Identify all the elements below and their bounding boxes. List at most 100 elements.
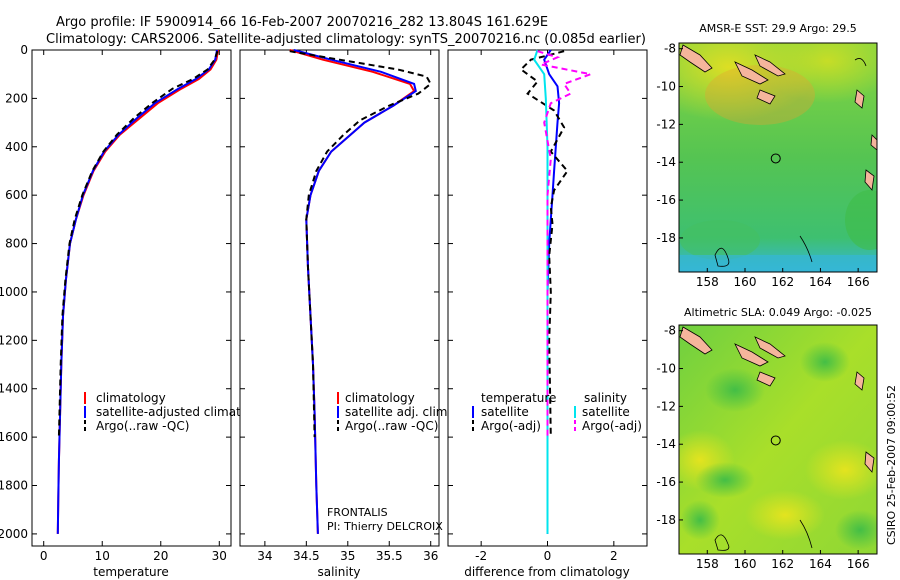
y-tick-label: 800 [5,237,28,251]
map-y-tick-label: -14 [656,437,676,451]
sla-map-ticks: 158 160 162 164 166 -8 -10 -12 -14 -16 -18 [656,324,869,571]
sst-map-frame [678,42,878,273]
difference-ticks: -2 0 2 [448,49,647,563]
difference-legend: temperature salinity satellite Argo(-adj… [472,391,642,433]
map-y-tick-label: -14 [656,155,676,169]
island-shape [864,169,875,191]
x-tick-label: 2 [610,549,618,563]
map-y-tick-label: -12 [656,399,676,413]
map-x-tick-label: 164 [809,557,832,571]
series-line-salinity-satellite [533,49,549,534]
y-tick-label: 0 [20,43,28,57]
map-x-tick-label: 166 [847,275,870,289]
y-tick-label: 200 [5,91,28,105]
map-y-tick-label: -16 [656,193,676,207]
y-tick-label: 1400 [0,382,28,396]
sst-map-field [679,43,877,272]
difference-panel: -2 0 2 difference from climatology tempera… [447,49,648,579]
island-shape [734,343,769,367]
series-line-temperature-argo-adj- [519,50,569,438]
contour-line [854,58,867,67]
frontalis-label: FRONTALIS [327,506,388,519]
island-shape [854,371,865,391]
legend-label-sal-argo: Argo(-adj) [582,419,642,433]
legend-label-sal-satellite: satellite [582,405,630,419]
map-x-tick-label: 158 [696,557,719,571]
salinity-xlabel: salinity [317,565,360,579]
map-x-tick-label: 166 [847,557,870,571]
y-tick-label: 2000 [0,527,28,541]
series-line-satellite-adj-clim- [293,49,417,534]
x-tick-label: 10 [95,549,110,563]
x-tick-label: 20 [153,549,168,563]
legend-title-salinity: salinity [584,391,627,405]
map-x-tick-label: 162 [771,557,794,571]
x-tick-label: 30 [212,549,227,563]
contour-line [799,235,813,263]
temperature-xlabel: temperature [93,565,168,579]
legend-label-temp-argo: Argo(-adj) [481,419,541,433]
legend-label-argo: Argo(..raw -QC) [96,419,189,433]
legend-title-temperature: temperature [481,391,556,405]
legend-label-satellite-adj: satellite adj. clim. [345,405,451,419]
map-y-tick-label: -18 [656,513,676,527]
legend-label-satellite-adjusted: satellite-adjusted climatology [96,405,274,419]
title-line-1: Argo profile: IF 5900914_66 16-Feb-2007 … [56,15,548,30]
temperature-lines [56,49,220,534]
title-line-2: Climatology: CARS2006. Satellite-adjuste… [46,32,646,47]
island-shape [734,61,769,85]
map-x-tick-label: 162 [771,275,794,289]
contour-line [714,534,730,551]
sst-map-ticks: 158 160 162 164 166 -8 -10 -12 -14 -16 -18 [656,42,869,289]
difference-lines [519,49,595,534]
salinity-panel: 34 34.5 35 35.5 36 salinity climatology sate… [239,49,451,579]
island-shape [864,451,875,473]
salinity-axes-frame [239,49,440,547]
y-tick-label: 600 [5,188,28,202]
sla-map-field [679,325,877,554]
temperature-panel: 0 10 20 30 0 200 400 600 800 1000 1200 1400 1600 1800… [0,43,274,579]
sla-map-frame [678,324,878,555]
island-shape [756,89,776,105]
island-shape [756,371,776,387]
sla-map-panel: Altimetric SLA: 0.049 Argo: -0.025 158 16… [656,306,878,571]
legend-label-climatology: climatology [345,391,415,405]
temperature-legend: climatology satellite-adjusted climatolo… [84,391,274,433]
x-tick-label: 34.5 [293,549,320,563]
legend-label-temp-satellite: satellite [481,405,529,419]
csiro-timestamp: CSIRO 25-Feb-2007 09:00:52 [885,385,898,545]
island-shape [679,44,713,73]
legend-label-argo: Argo(..raw -QC) [345,419,438,433]
y-tick-label: 1200 [0,333,28,347]
y-tick-label: 1000 [0,285,28,299]
x-tick-label: 0 [544,549,552,563]
series-line-salinity-argo-adj- [537,50,595,438]
island-shape [870,134,877,151]
map-x-tick-label: 160 [734,557,757,571]
pi-label: PI: Thierry DELCROIX [327,520,443,533]
island-shape [679,326,713,355]
salinity-ticks: 34 34.5 35 35.5 36 [240,49,439,563]
map-y-tick-label: -16 [656,475,676,489]
salinity-legend: climatology satellite adj. clim. Argo(..… [337,391,451,433]
y-tick-label: 1600 [0,430,28,444]
x-tick-label: -2 [475,549,487,563]
argo-float-marker [770,153,781,164]
island-shape [754,336,786,359]
y-tick-label: 400 [5,140,28,154]
contour-line [714,247,730,267]
map-y-tick-label: -8 [664,42,676,56]
x-tick-label: 35 [340,549,355,563]
temperature-ticks: 0 10 20 30 0 200 400 600 800 1000 1200 1400 1600 1800… [0,43,231,563]
y-tick-label: 1800 [0,479,28,493]
map-x-tick-label: 158 [696,275,719,289]
series-line-argo-raw-qc- [57,50,219,438]
sst-map-panel: AMSR-E SST: 29.9 Argo: 29.5 158 160 162 164… [656,22,878,289]
salinity-lines [289,49,432,534]
map-y-tick-label: -10 [656,80,676,94]
map-x-tick-label: 164 [809,275,832,289]
map-y-tick-label: -12 [656,117,676,131]
x-tick-label: 0 [40,549,48,563]
x-tick-label: 35.5 [376,549,403,563]
